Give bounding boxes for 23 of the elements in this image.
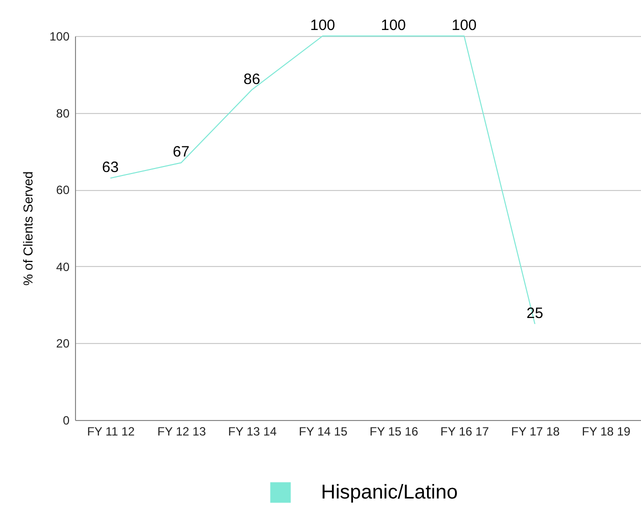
data-label: 25 [526,305,544,322]
data-label: 63 [102,159,119,176]
data-label: 86 [244,70,260,88]
x-tick-label: FY 12 13 [157,424,206,438]
x-tick-label: FY 17 18 [511,424,560,438]
x-tick-label: FY 16 17 [440,424,490,438]
y-axis-title: % of Clients Served [20,171,36,286]
x-tick-label: FY 15 16 [370,424,418,438]
legend-label: Hispanic/Latino [321,482,458,504]
x-tick-label: FY 18 19 [582,424,631,438]
data-label: 67 [172,144,190,161]
data-label: 100 [452,17,477,34]
data-label: 100 [310,17,336,34]
y-tick-label: 20 [56,336,70,351]
data-label: 100 [380,17,406,34]
x-tick-label: FY 13 14 [228,424,277,438]
y-tick-label: 80 [56,106,70,120]
x-tick-label: FY 11 12 [87,424,135,438]
x-tick-label: FY 14 15 [298,424,348,438]
y-tick-label: 0 [62,414,70,428]
y-tick-label: 40 [56,260,70,274]
y-tick-label: 100 [49,30,70,44]
y-tick-label: 60 [56,183,70,198]
